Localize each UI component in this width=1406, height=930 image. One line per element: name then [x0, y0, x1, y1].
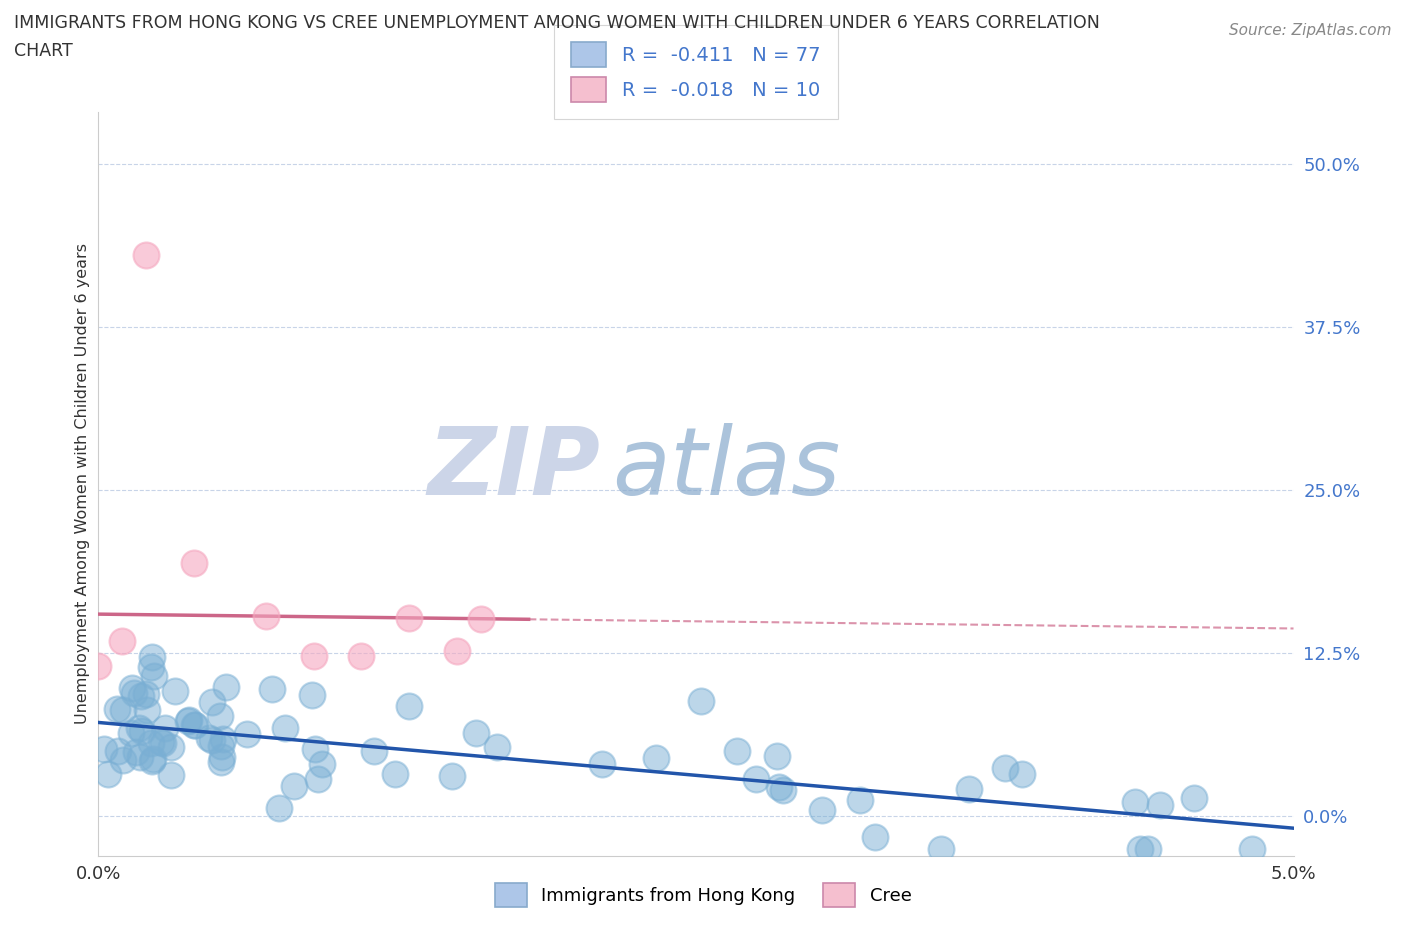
- Point: [128, 750, 150, 764]
- Point: [591, 756, 613, 771]
- Point: [283, 778, 305, 793]
- Point: [120, 725, 142, 740]
- Point: [440, 768, 463, 783]
- Point: [273, 721, 295, 736]
- Point: [301, 687, 323, 702]
- Point: [254, 609, 277, 624]
- Point: [690, 694, 713, 709]
- Point: [141, 736, 163, 751]
- Point: [1011, 766, 1033, 781]
- Point: [125, 745, 148, 760]
- Point: [768, 779, 790, 794]
- Point: [139, 659, 162, 674]
- Text: IMMIGRANTS FROM HONG KONG VS CREE UNEMPLOYMENT AMONG WOMEN WITH CHILDREN UNDER 6: IMMIGRANTS FROM HONG KONG VS CREE UNEMPL…: [14, 14, 1099, 32]
- Point: [957, 781, 980, 796]
- Point: [107, 744, 129, 759]
- Point: [177, 714, 200, 729]
- Point: [131, 688, 153, 703]
- Point: [1137, 842, 1160, 857]
- Point: [153, 721, 176, 736]
- Point: [136, 703, 159, 718]
- Point: [470, 611, 492, 626]
- Point: [1149, 798, 1171, 813]
- Point: [105, 701, 128, 716]
- Point: [183, 555, 205, 570]
- Point: [177, 713, 200, 728]
- Text: Source: ZipAtlas.com: Source: ZipAtlas.com: [1229, 23, 1392, 38]
- Point: [446, 644, 468, 658]
- Point: [465, 725, 488, 740]
- Point: [645, 751, 668, 765]
- Point: [725, 743, 748, 758]
- Point: [398, 610, 420, 625]
- Point: [93, 741, 115, 756]
- Point: [111, 752, 134, 767]
- Point: [994, 761, 1017, 776]
- Point: [141, 650, 163, 665]
- Point: [1129, 842, 1152, 857]
- Legend: R =  -0.411   N = 77, R =  -0.018   N = 10: R = -0.411 N = 77, R = -0.018 N = 10: [554, 24, 838, 119]
- Point: [128, 721, 150, 736]
- Point: [183, 718, 205, 733]
- Point: [307, 771, 329, 786]
- Point: [150, 735, 173, 750]
- Point: [112, 703, 135, 718]
- Point: [212, 731, 235, 746]
- Point: [208, 709, 231, 724]
- Point: [211, 750, 233, 764]
- Point: [1182, 790, 1205, 805]
- Point: [160, 739, 183, 754]
- Point: [929, 842, 952, 857]
- Text: atlas: atlas: [613, 423, 841, 514]
- Point: [142, 751, 165, 766]
- Point: [198, 731, 221, 746]
- Point: [772, 782, 794, 797]
- Text: CHART: CHART: [14, 42, 73, 60]
- Point: [766, 748, 789, 763]
- Point: [201, 733, 224, 748]
- Point: [865, 830, 887, 844]
- Point: [311, 757, 333, 772]
- Point: [350, 649, 373, 664]
- Point: [209, 755, 232, 770]
- Point: [121, 681, 143, 696]
- Point: [269, 801, 291, 816]
- Point: [201, 695, 224, 710]
- Point: [111, 633, 134, 648]
- Point: [363, 744, 385, 759]
- Point: [236, 726, 259, 741]
- Point: [160, 768, 183, 783]
- Point: [398, 698, 420, 713]
- Text: ZIP: ZIP: [427, 423, 600, 514]
- Point: [152, 736, 174, 751]
- Point: [163, 684, 186, 698]
- Point: [811, 803, 834, 817]
- Point: [1241, 842, 1264, 857]
- Point: [87, 658, 110, 673]
- Point: [97, 766, 120, 781]
- Point: [384, 767, 406, 782]
- Point: [122, 685, 145, 700]
- Point: [142, 669, 165, 684]
- Point: [744, 771, 766, 786]
- Point: [304, 742, 326, 757]
- Point: [209, 738, 232, 753]
- Point: [135, 686, 157, 701]
- Y-axis label: Unemployment Among Women with Children Under 6 years: Unemployment Among Women with Children U…: [75, 243, 90, 724]
- Point: [141, 754, 163, 769]
- Point: [183, 718, 205, 733]
- Point: [260, 682, 283, 697]
- Legend: Immigrants from Hong Kong, Cree: Immigrants from Hong Kong, Cree: [479, 869, 927, 921]
- Point: [135, 247, 157, 262]
- Point: [1123, 794, 1146, 809]
- Point: [848, 792, 870, 807]
- Point: [302, 648, 325, 663]
- Point: [215, 679, 238, 694]
- Point: [485, 740, 508, 755]
- Point: [131, 724, 153, 738]
